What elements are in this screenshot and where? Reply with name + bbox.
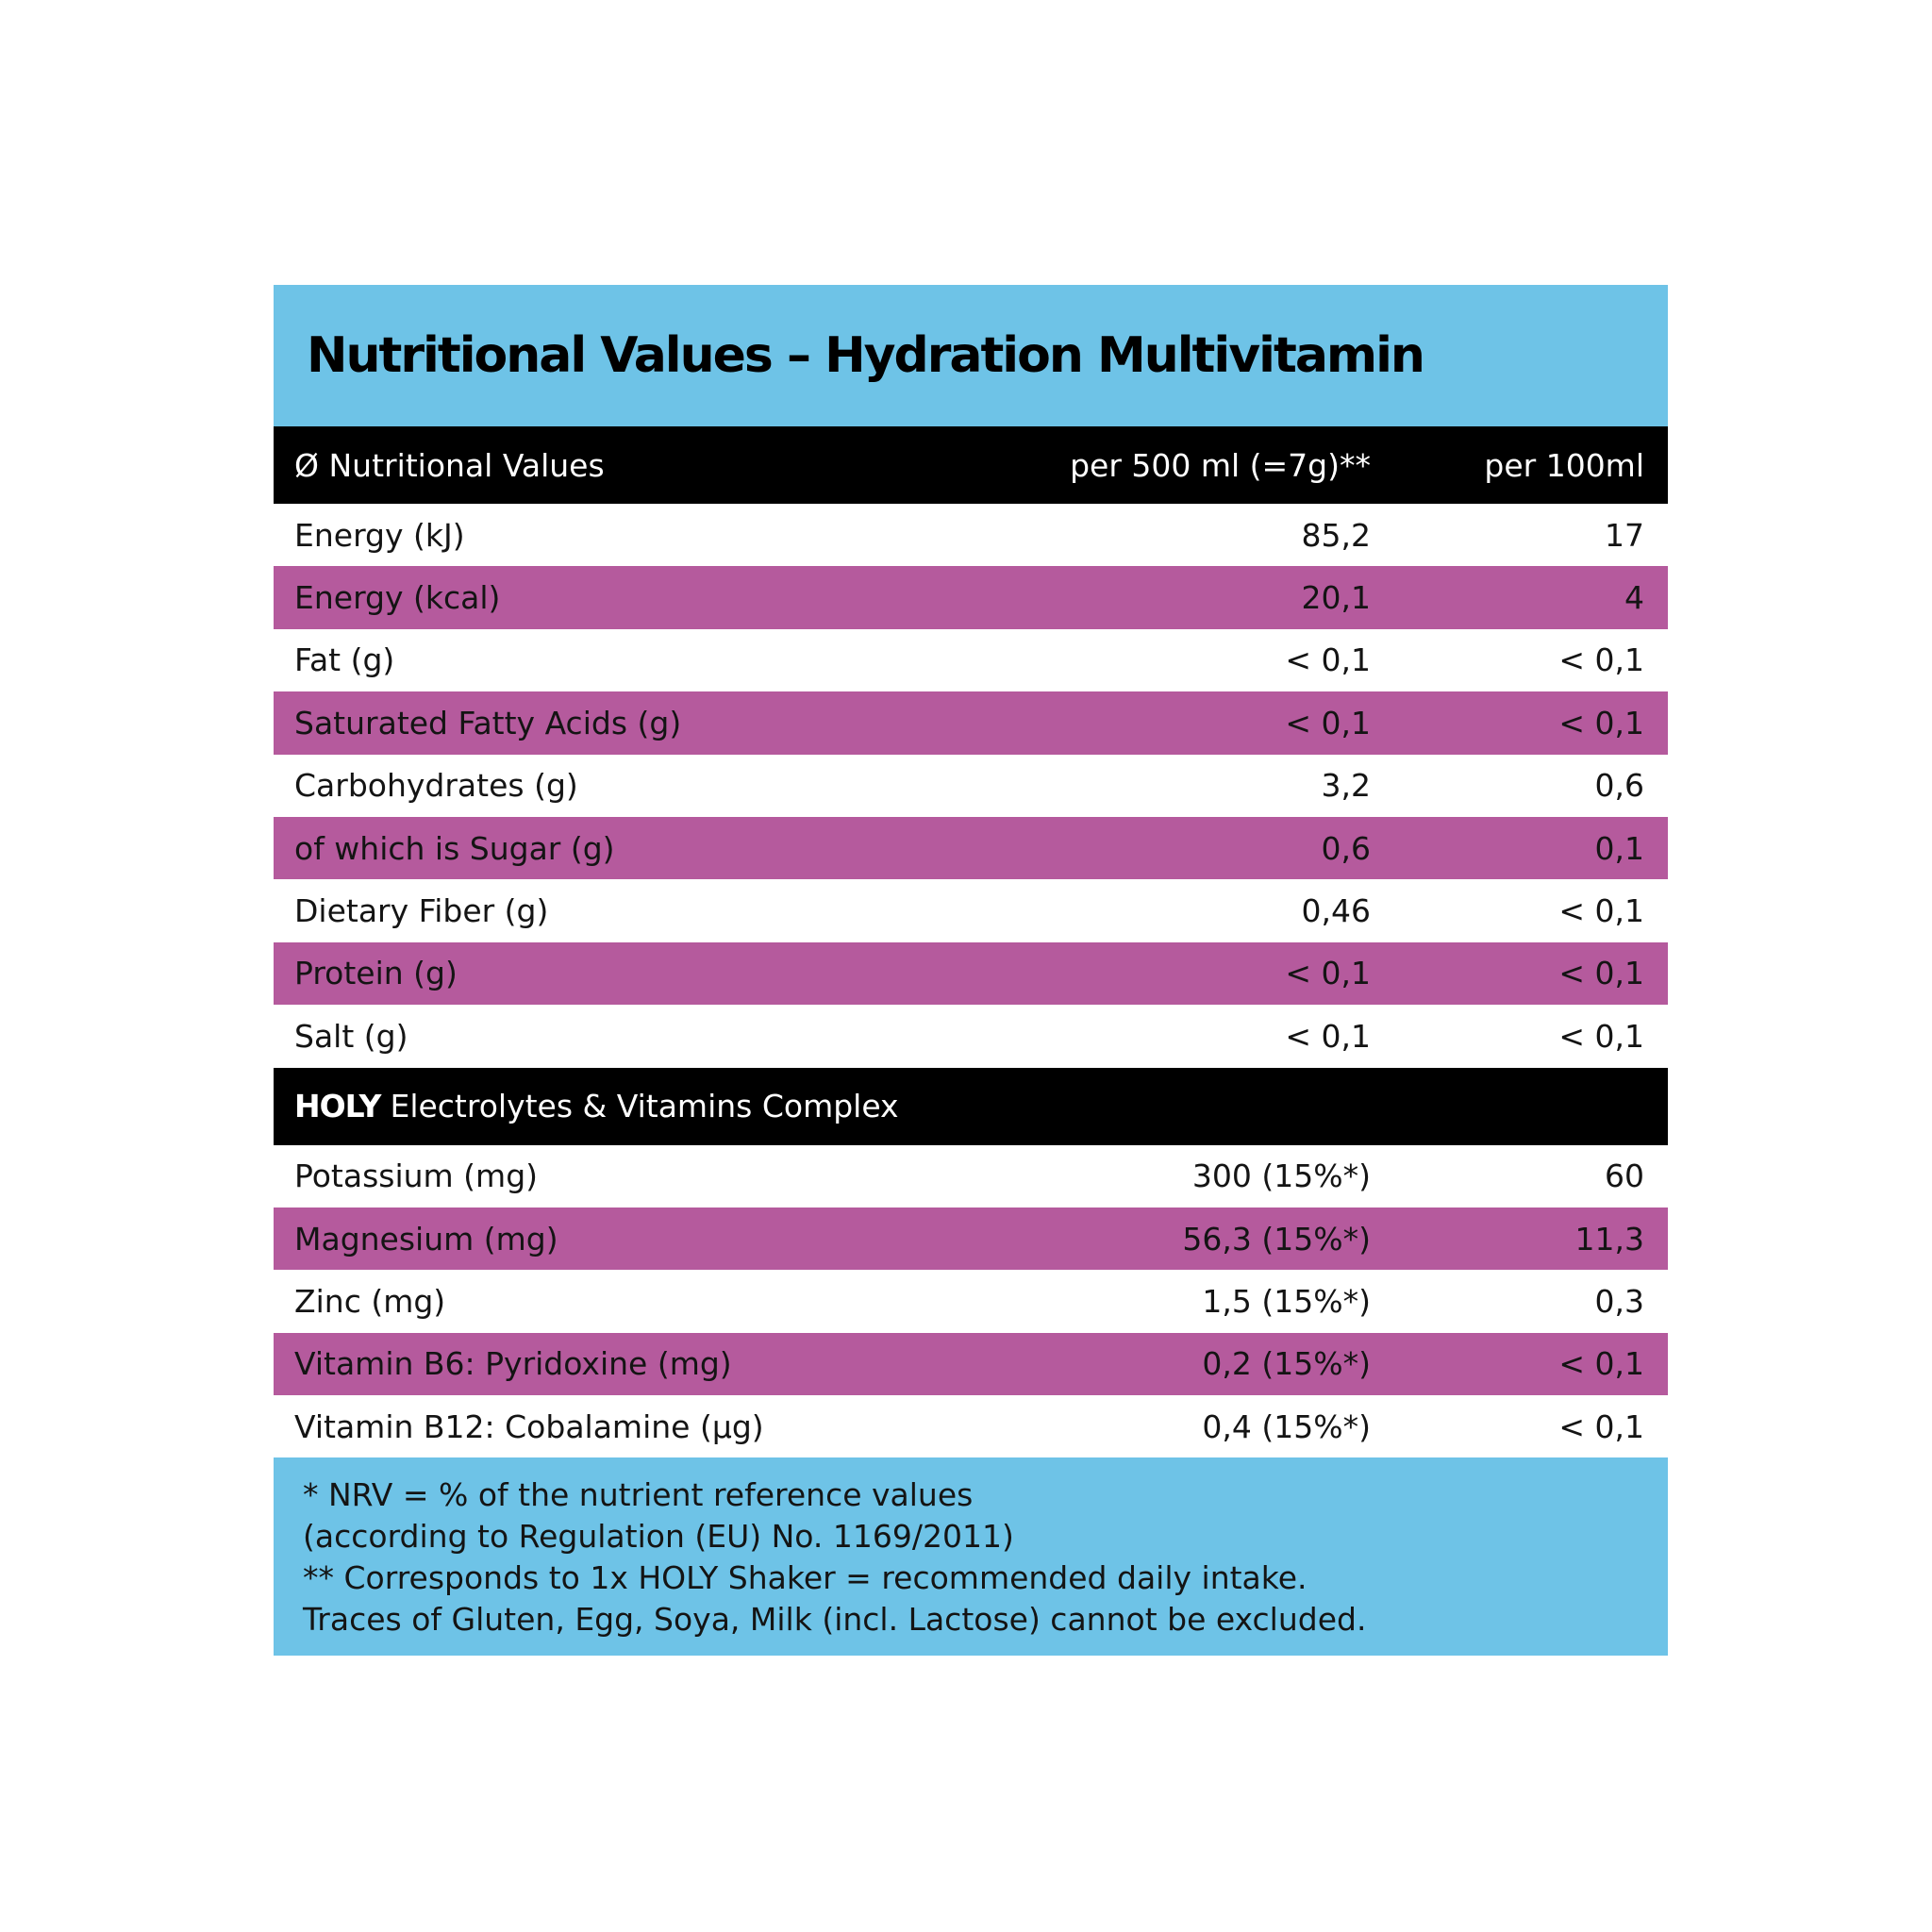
footnote-serving: ** Corresponds to 1x HOLY Shaker = recom… xyxy=(303,1559,1307,1597)
row-per-100ml: < 0,1 xyxy=(1558,1017,1644,1055)
row-label: Salt (g) xyxy=(294,1017,408,1055)
row-label: Energy (kcal) xyxy=(294,579,501,617)
row-label: Vitamin B12: Cobalamine (µg) xyxy=(294,1407,764,1445)
section-header: HOLY Electrolytes & Vitamins Complex xyxy=(274,1067,1668,1145)
table-header: Ø Nutritional Values per 500 ml (=7g)** … xyxy=(274,426,1668,504)
row-per-500ml: 0,6 xyxy=(1321,829,1371,867)
row-label: Zinc (mg) xyxy=(294,1282,446,1320)
table-row: Protein (g) < 0,1 < 0,1 xyxy=(274,941,1668,1006)
table-row: Energy (kJ) 85,2 17 xyxy=(274,504,1668,566)
title-bar: Nutritional Values – Hydration Multivita… xyxy=(274,285,1668,426)
table-row: Energy (kcal) 20,1 4 xyxy=(274,566,1668,629)
row-label: Magnesium (mg) xyxy=(294,1220,558,1257)
row-per-500ml: 0,2 (15%*) xyxy=(1202,1345,1371,1383)
row-per-100ml: < 0,1 xyxy=(1558,641,1644,679)
table-row: Dietary Fiber (g) 0,46 < 0,1 xyxy=(274,879,1668,941)
table-row: Saturated Fatty Acids (g) < 0,1 < 0,1 xyxy=(274,691,1668,755)
row-per-100ml: < 0,1 xyxy=(1558,892,1644,930)
row-label: Energy (kJ) xyxy=(294,516,465,554)
row-per-500ml: 0,4 (15%*) xyxy=(1202,1407,1371,1445)
table-row: Zinc (mg) 1,5 (15%*) 0,3 xyxy=(274,1270,1668,1332)
row-per-100ml: 4 xyxy=(1624,579,1644,617)
header-nutritional-values: Ø Nutritional Values xyxy=(294,446,605,484)
nutrition-rows: Energy (kJ) 85,2 17 Energy (kcal) 20,1 4… xyxy=(274,504,1668,1068)
header-per-500ml: per 500 ml (=7g)** xyxy=(1070,446,1371,484)
row-per-100ml: 17 xyxy=(1605,516,1644,554)
row-per-500ml: 1,5 (15%*) xyxy=(1202,1282,1371,1320)
row-label: Saturated Fatty Acids (g) xyxy=(294,704,682,741)
row-per-500ml: < 0,1 xyxy=(1285,955,1371,992)
footnote-regulation: (according to Regulation (EU) No. 1169/2… xyxy=(303,1518,1014,1556)
row-per-100ml: 11,3 xyxy=(1574,1220,1644,1257)
row-per-500ml: 56,3 (15%*) xyxy=(1182,1220,1371,1257)
brand-label: HOLY xyxy=(294,1088,381,1125)
row-per-100ml: 0,6 xyxy=(1594,767,1644,805)
vitamin-rows: Potassium (mg) 300 (15%*) 60 Magnesium (… xyxy=(274,1145,1668,1458)
footnote-allergens: Traces of Gluten, Egg, Soya, Milk (incl.… xyxy=(303,1601,1367,1639)
table-row: Fat (g) < 0,1 < 0,1 xyxy=(274,629,1668,691)
table-row: of which is Sugar (g) 0,6 0,1 xyxy=(274,816,1668,880)
row-per-100ml: < 0,1 xyxy=(1558,1345,1644,1383)
row-label: Dietary Fiber (g) xyxy=(294,892,549,930)
row-label: Fat (g) xyxy=(294,641,395,679)
table-row: Carbohydrates (g) 3,2 0,6 xyxy=(274,755,1668,817)
row-per-500ml: < 0,1 xyxy=(1285,641,1371,679)
table-row: Magnesium (mg) 56,3 (15%*) 11,3 xyxy=(274,1207,1668,1271)
footnotes: * NRV = % of the nutrient reference valu… xyxy=(274,1457,1668,1657)
header-per-100ml: per 100ml xyxy=(1484,446,1644,484)
row-label: of which is Sugar (g) xyxy=(294,829,615,867)
row-per-500ml: 300 (15%*) xyxy=(1191,1158,1371,1195)
row-label: Vitamin B6: Pyridoxine (mg) xyxy=(294,1345,732,1383)
row-per-100ml: < 0,1 xyxy=(1558,704,1644,741)
row-per-500ml: 0,46 xyxy=(1301,892,1371,930)
row-per-500ml: 85,2 xyxy=(1301,516,1371,554)
table-row: Vitamin B6: Pyridoxine (mg) 0,2 (15%*) <… xyxy=(274,1332,1668,1396)
footnote-nrv: * NRV = % of the nutrient reference valu… xyxy=(303,1476,974,1514)
table-row: Potassium (mg) 300 (15%*) 60 xyxy=(274,1145,1668,1208)
row-per-500ml: < 0,1 xyxy=(1285,1017,1371,1055)
row-label: Protein (g) xyxy=(294,955,458,992)
section-title: Electrolytes & Vitamins Complex xyxy=(390,1088,899,1125)
row-per-100ml: 0,3 xyxy=(1594,1282,1644,1320)
row-per-100ml: < 0,1 xyxy=(1558,1407,1644,1445)
table-row: Vitamin B12: Cobalamine (µg) 0,4 (15%*) … xyxy=(274,1395,1668,1457)
table-row: Salt (g) < 0,1 < 0,1 xyxy=(274,1005,1668,1067)
row-per-500ml: 3,2 xyxy=(1321,767,1371,805)
row-per-500ml: 20,1 xyxy=(1301,579,1371,617)
row-per-500ml: < 0,1 xyxy=(1285,704,1371,741)
page-title: Nutritional Values – Hydration Multivita… xyxy=(307,327,1425,384)
row-per-100ml: 60 xyxy=(1605,1158,1644,1195)
row-label: Carbohydrates (g) xyxy=(294,767,578,805)
row-per-100ml: 0,1 xyxy=(1594,829,1644,867)
row-per-100ml: < 0,1 xyxy=(1558,955,1644,992)
nutrition-panel: Nutritional Values – Hydration Multivita… xyxy=(274,285,1668,1657)
row-label: Potassium (mg) xyxy=(294,1158,539,1195)
